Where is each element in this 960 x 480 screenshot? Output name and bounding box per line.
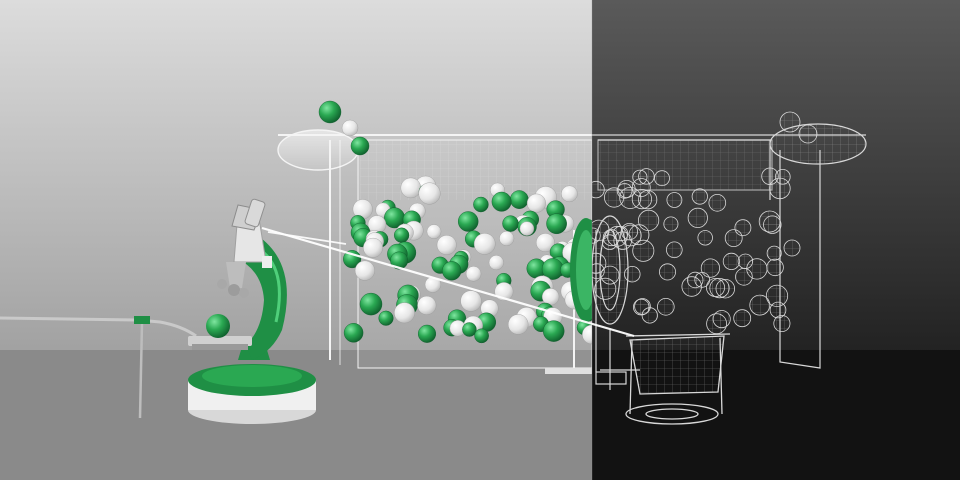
green-ball xyxy=(722,252,741,270)
green-ball xyxy=(394,227,410,243)
green-ball xyxy=(592,180,605,199)
light-beam xyxy=(261,226,635,338)
microscope xyxy=(188,198,316,424)
white-ball xyxy=(638,190,658,210)
green-ball xyxy=(700,258,721,278)
green-ball xyxy=(691,188,708,205)
white-ball xyxy=(341,119,359,137)
green-ball xyxy=(458,211,479,232)
white-ball xyxy=(541,288,560,306)
green-ball xyxy=(773,314,791,332)
white-ball xyxy=(363,237,383,258)
white-ball xyxy=(561,185,578,203)
white-ball xyxy=(400,177,421,199)
green-ball xyxy=(491,191,512,212)
green-ball xyxy=(502,215,519,232)
green-ball xyxy=(350,136,370,156)
white-ball xyxy=(735,267,753,286)
white-ball xyxy=(460,290,482,312)
white-ball xyxy=(641,307,658,324)
green-ball xyxy=(462,322,477,337)
white-ball xyxy=(663,216,679,232)
white-ball xyxy=(488,255,504,271)
white-ball xyxy=(417,295,437,315)
green-ball xyxy=(708,194,727,212)
green-ball xyxy=(509,190,529,209)
ball-cluster-wireframe xyxy=(592,111,818,335)
white-ball xyxy=(526,193,546,213)
shaded-render xyxy=(0,100,592,424)
white-ball xyxy=(666,192,683,208)
white-ball xyxy=(749,294,771,316)
white-ball xyxy=(783,239,801,257)
collection-basket xyxy=(625,333,731,425)
green-ball xyxy=(390,251,408,270)
green-ball xyxy=(706,313,727,335)
metal-rod xyxy=(0,316,197,419)
green-ball xyxy=(681,276,702,297)
green-ball xyxy=(659,263,677,281)
green-ball xyxy=(766,245,782,261)
green-ball xyxy=(378,310,394,326)
white-ball xyxy=(536,233,555,253)
green-ball xyxy=(474,328,489,344)
white-ball xyxy=(724,229,743,248)
white-ball xyxy=(656,297,675,316)
white-ball xyxy=(499,230,515,246)
green-ball xyxy=(769,177,791,200)
green-ball xyxy=(318,100,342,124)
wireframe-render xyxy=(592,111,867,425)
white-ball xyxy=(354,260,375,281)
white-ball xyxy=(665,241,683,259)
white-ball xyxy=(426,224,442,239)
green-ball xyxy=(543,320,565,342)
white-ball xyxy=(632,239,655,262)
white-ball xyxy=(687,207,708,228)
green-ball xyxy=(359,292,383,316)
rotating-drum-wireframe xyxy=(592,215,629,390)
green-ball xyxy=(442,261,462,281)
white-ball xyxy=(733,309,752,328)
white-ball xyxy=(763,215,782,234)
green-ball xyxy=(697,230,713,246)
white-ball xyxy=(798,124,818,144)
white-ball xyxy=(418,182,441,205)
green-ball xyxy=(546,213,567,234)
rotating-drum xyxy=(570,218,592,322)
green-ball xyxy=(766,258,784,277)
white-ball xyxy=(394,302,415,324)
green-ball xyxy=(418,324,437,343)
green-ball xyxy=(654,170,670,187)
white-ball xyxy=(519,221,535,236)
green-ball xyxy=(343,323,364,343)
white-ball xyxy=(465,266,482,282)
white-ball xyxy=(473,233,496,255)
white-ball xyxy=(715,279,736,299)
white-ball xyxy=(436,235,457,255)
white-ball xyxy=(779,111,801,133)
green-ball xyxy=(473,196,489,213)
white-ball xyxy=(508,314,529,335)
